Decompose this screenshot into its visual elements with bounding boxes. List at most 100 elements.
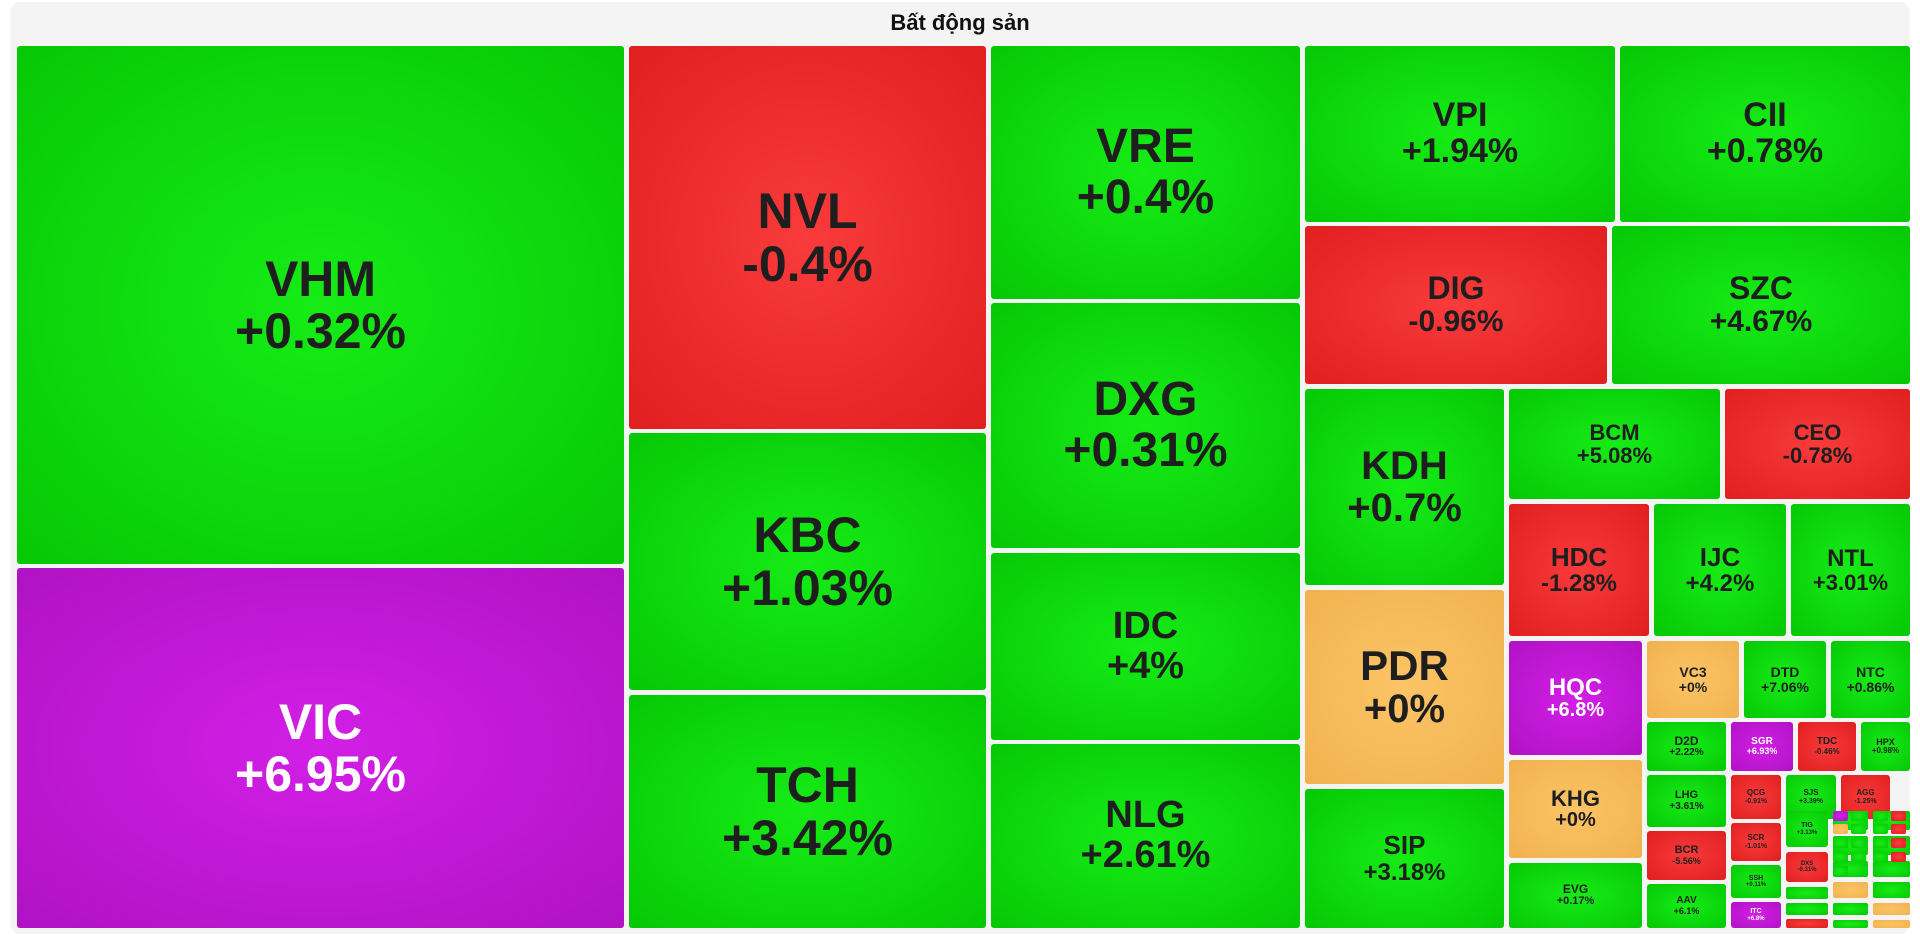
tile-vhm[interactable]: VHM +0.32%	[17, 46, 624, 564]
tile-change: +3.18%	[1363, 858, 1446, 886]
tile-dig[interactable]: DIG -0.96%	[1305, 226, 1607, 384]
tile-nlg[interactable]: NLG +2.61%	[991, 744, 1300, 928]
tile-small[interactable]	[1873, 852, 1888, 862]
tile-change: +3.01%	[1812, 570, 1889, 596]
tile-change: +0.32%	[235, 303, 406, 359]
tile-change: +6.93%	[1746, 746, 1778, 757]
tile-hpx[interactable]: HPX +0.98%	[1861, 722, 1910, 771]
tile-small[interactable]	[1851, 852, 1866, 862]
tile-change: +0.98%	[1871, 746, 1900, 756]
tile-change: +3.42%	[722, 809, 893, 866]
tile-bcr[interactable]: BCR -5.56%	[1647, 831, 1726, 880]
tile-itc[interactable]: ITC +6.8%	[1731, 902, 1781, 928]
tile-vre[interactable]: VRE +0.4%	[991, 46, 1300, 299]
tile-ceo[interactable]: CEO -0.78%	[1725, 389, 1910, 499]
tile-change: +0.86%	[1846, 678, 1895, 695]
tile-cii[interactable]: CII +0.78%	[1620, 46, 1910, 222]
tile-code: NTC	[1856, 663, 1885, 680]
tile-nvl[interactable]: NVL -0.4%	[629, 46, 986, 429]
tile-small[interactable]	[1873, 920, 1910, 928]
tile-change: +3.39%	[1799, 797, 1823, 805]
tile-code: QCG	[1746, 788, 1766, 798]
tile-sgr[interactable]: SGR +6.93%	[1731, 722, 1793, 771]
tile-bcm[interactable]: BCM +5.08%	[1509, 389, 1720, 499]
tile-change: +2.61%	[1080, 834, 1211, 876]
tile-small[interactable]	[1833, 903, 1868, 915]
tile-small[interactable]	[1786, 903, 1828, 915]
tile-code: SJS	[1803, 788, 1819, 798]
tile-small[interactable]	[1891, 811, 1906, 821]
tile-tch[interactable]: TCH +3.42%	[629, 695, 986, 928]
tile-small[interactable]	[1833, 838, 1848, 848]
tile-code: TDC	[1816, 736, 1838, 748]
tile-code: ITC	[1750, 908, 1762, 916]
tile-small[interactable]	[1833, 852, 1848, 862]
tile-change: +0.17%	[1556, 895, 1595, 908]
tile-code: NTL	[1827, 544, 1874, 572]
tile-aav[interactable]: AAV +6.1%	[1647, 884, 1726, 928]
tile-qcg[interactable]: QCG -0.91%	[1731, 775, 1781, 819]
tile-small[interactable]	[1833, 824, 1848, 834]
tile-code: DXS	[1800, 860, 1814, 867]
tile-evg[interactable]: EVG +0.17%	[1509, 863, 1642, 928]
tile-change: +1.03%	[722, 559, 893, 616]
tile-d2d[interactable]: D2D +2.22%	[1647, 722, 1726, 771]
tile-change: +0.11%	[1745, 882, 1767, 889]
tile-code: CEO	[1793, 419, 1842, 445]
tile-small[interactable]	[1833, 882, 1868, 898]
tile-kdh[interactable]: KDH +0.7%	[1305, 389, 1504, 585]
tile-idc[interactable]: IDC +4%	[991, 553, 1300, 740]
tile-scr[interactable]: SCR -1.01%	[1731, 823, 1781, 861]
tile-small[interactable]	[1873, 824, 1888, 834]
tile-khg[interactable]: KHG +0%	[1509, 760, 1642, 858]
tile-dxs[interactable]: DXS -0.31%	[1786, 852, 1828, 882]
tile-lhg[interactable]: LHG +3.61%	[1647, 775, 1726, 827]
tile-code: BCR	[1674, 844, 1699, 856]
tile-ntc[interactable]: NTC +0.86%	[1831, 641, 1910, 718]
tile-hdc[interactable]: HDC -1.28%	[1509, 504, 1649, 636]
tile-code: SIP	[1383, 830, 1426, 861]
tile-kbc[interactable]: KBC +1.03%	[629, 433, 986, 690]
tile-ssh[interactable]: SSH +0.11%	[1731, 865, 1781, 898]
tile-small[interactable]	[1891, 852, 1906, 862]
tile-code: SSH	[1748, 874, 1764, 882]
tile-small[interactable]	[1833, 866, 1848, 876]
tile-small[interactable]	[1873, 882, 1910, 898]
tile-small[interactable]	[1833, 811, 1848, 821]
tile-ijc[interactable]: IJC +4.2%	[1654, 504, 1786, 636]
tile-small[interactable]	[1873, 838, 1888, 848]
tile-small[interactable]	[1891, 838, 1906, 848]
tile-tdc[interactable]: TDC -0.46%	[1798, 722, 1856, 771]
tile-small[interactable]	[1851, 838, 1866, 848]
tile-dtd[interactable]: DTD +7.06%	[1744, 641, 1826, 718]
tile-vic[interactable]: VIC +6.95%	[17, 568, 624, 928]
tile-small[interactable]	[1833, 920, 1868, 928]
tile-change: +0%	[1363, 687, 1446, 732]
tile-pdr[interactable]: PDR +0%	[1305, 590, 1504, 784]
tile-vpi[interactable]: VPI +1.94%	[1305, 46, 1615, 222]
tile-vc3[interactable]: VC3 +0%	[1647, 641, 1739, 718]
tile-change: +2.22%	[1669, 746, 1704, 758]
tile-small[interactable]	[1891, 824, 1906, 834]
tile-change: -0.91%	[1744, 797, 1768, 805]
tile-sip[interactable]: SIP +3.18%	[1305, 789, 1504, 928]
tile-ntl[interactable]: NTL +3.01%	[1791, 504, 1910, 636]
tile-small[interactable]	[1786, 887, 1828, 899]
tile-szc[interactable]: SZC +4.67%	[1612, 226, 1910, 384]
tile-code: VPI	[1432, 96, 1488, 135]
tile-change: -0.96%	[1408, 305, 1504, 339]
tile-tig[interactable]: TIG +3.13%	[1786, 811, 1828, 847]
tile-change: -0.78%	[1782, 443, 1853, 468]
tile-small[interactable]	[1873, 811, 1888, 821]
tile-small[interactable]	[1873, 861, 1910, 877]
tile-code: SZC	[1729, 270, 1793, 307]
tile-small[interactable]	[1873, 903, 1910, 915]
tile-change: +0.7%	[1347, 486, 1462, 530]
tile-hqc[interactable]: HQC +6.8%	[1509, 641, 1642, 755]
tile-change: +4.2%	[1685, 570, 1755, 598]
tile-small[interactable]	[1851, 811, 1866, 821]
tile-change: +0%	[1678, 678, 1708, 695]
tile-dxg[interactable]: DXG +0.31%	[991, 303, 1300, 548]
tile-small[interactable]	[1851, 824, 1866, 834]
tile-small[interactable]	[1786, 919, 1828, 928]
